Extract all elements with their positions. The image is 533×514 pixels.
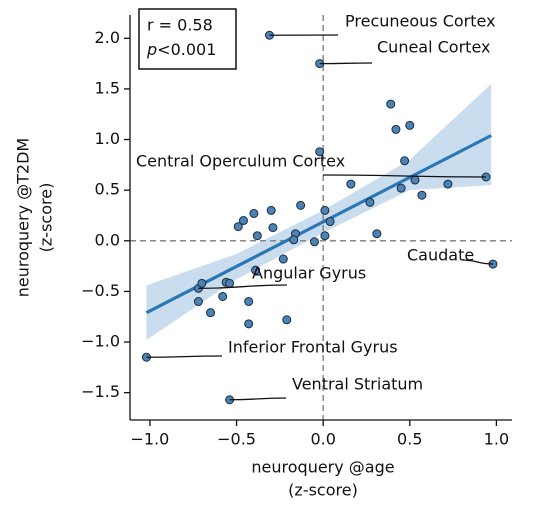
point <box>296 200 306 210</box>
point <box>325 217 335 227</box>
point <box>266 205 276 215</box>
stats-box <box>138 8 237 70</box>
point <box>244 319 254 329</box>
y-tick-label: −0.5 <box>81 281 120 300</box>
point-label: Precuneous Cortex <box>345 12 496 31</box>
point <box>315 147 325 157</box>
leader-line <box>146 355 223 358</box>
point-label: Caudate <box>407 246 474 265</box>
point-label: Inferior Frontal Gyrus <box>228 338 398 357</box>
point <box>268 223 278 233</box>
y-tick-label: 1.5 <box>95 78 120 97</box>
y-tick-label: −1.0 <box>81 332 120 351</box>
y-tick-label: 0.0 <box>95 230 120 249</box>
y-tick-label: 0.5 <box>95 180 120 199</box>
point <box>320 231 330 241</box>
point <box>193 297 203 307</box>
point <box>289 235 299 245</box>
point <box>346 179 356 189</box>
point <box>218 291 228 301</box>
y-tick-label: 2.0 <box>95 28 120 47</box>
x-tick-label: 0.5 <box>397 430 422 449</box>
stats-p-symbol: p <box>146 40 157 59</box>
leader-line <box>322 174 487 178</box>
point <box>417 190 427 200</box>
leader-line <box>198 284 288 290</box>
point <box>320 205 330 215</box>
y-axis-label: neuroquery @T2DM <box>14 138 33 298</box>
point <box>391 124 401 134</box>
point <box>233 222 243 232</box>
point-label: Ventral Striatum <box>292 375 423 394</box>
leader-line <box>461 259 493 265</box>
point <box>410 175 420 185</box>
y-axis-label: (z-score) <box>37 183 56 253</box>
y-tick-label: −1.5 <box>81 382 120 401</box>
confidence-band <box>146 83 492 341</box>
point <box>249 208 259 218</box>
leader-line <box>229 397 287 401</box>
point <box>206 308 216 318</box>
leader-line <box>319 62 373 65</box>
point <box>365 197 375 207</box>
x-axis-label: neuroquery @age <box>251 458 394 477</box>
x-tick-label: 0.0 <box>310 430 335 449</box>
point <box>197 278 207 288</box>
point <box>238 216 248 226</box>
stats-p-value: <0.001 <box>157 40 216 59</box>
point-label: Angular Gyrus <box>252 264 366 283</box>
point <box>443 179 453 189</box>
point <box>251 265 261 275</box>
point <box>386 99 396 109</box>
x-tick-label: −0.5 <box>217 430 256 449</box>
x-axis-label: (z-score) <box>288 481 358 500</box>
x-tick-label: −1.0 <box>130 430 169 449</box>
point-label: Cuneal Cortex <box>377 38 490 57</box>
point <box>278 254 288 264</box>
y-tick-label: 1.0 <box>95 129 120 148</box>
point <box>372 229 382 239</box>
x-tick-label: 1.0 <box>484 430 509 449</box>
point <box>282 315 292 325</box>
point <box>400 156 410 166</box>
point-label: Central Operculum Cortex <box>136 152 345 171</box>
point <box>396 183 406 193</box>
point <box>225 278 235 288</box>
stats-r: r = 0.58 <box>147 16 213 35</box>
point <box>252 231 262 241</box>
point <box>310 237 320 247</box>
stats-p: p<0.001 <box>146 40 216 59</box>
point <box>244 297 254 307</box>
point <box>405 120 415 130</box>
